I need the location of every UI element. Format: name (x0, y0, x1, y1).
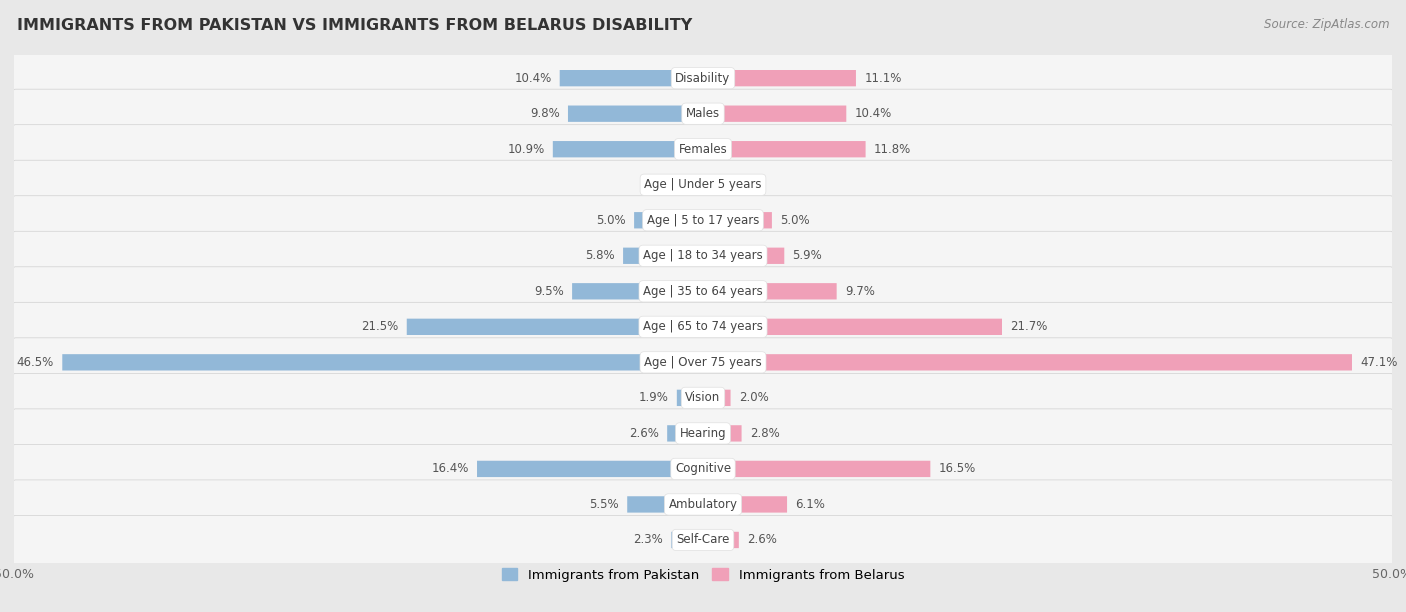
FancyBboxPatch shape (668, 425, 703, 441)
FancyBboxPatch shape (62, 354, 703, 370)
FancyBboxPatch shape (703, 425, 741, 441)
FancyBboxPatch shape (11, 373, 1395, 422)
FancyBboxPatch shape (627, 496, 703, 513)
Text: 9.7%: 9.7% (845, 285, 875, 298)
Text: Age | Under 5 years: Age | Under 5 years (644, 178, 762, 191)
FancyBboxPatch shape (11, 302, 1395, 351)
FancyBboxPatch shape (11, 338, 1395, 387)
FancyBboxPatch shape (553, 141, 703, 157)
Text: 5.8%: 5.8% (585, 249, 614, 263)
FancyBboxPatch shape (572, 283, 703, 299)
Text: 10.4%: 10.4% (515, 72, 551, 84)
Text: 1.1%: 1.1% (650, 178, 679, 191)
Text: IMMIGRANTS FROM PAKISTAN VS IMMIGRANTS FROM BELARUS DISABILITY: IMMIGRANTS FROM PAKISTAN VS IMMIGRANTS F… (17, 18, 692, 34)
Text: 10.9%: 10.9% (508, 143, 544, 155)
FancyBboxPatch shape (11, 231, 1395, 280)
Text: Self-Care: Self-Care (676, 534, 730, 547)
FancyBboxPatch shape (560, 70, 703, 86)
FancyBboxPatch shape (11, 89, 1395, 138)
FancyBboxPatch shape (703, 496, 787, 513)
Text: Disability: Disability (675, 72, 731, 84)
FancyBboxPatch shape (703, 212, 772, 228)
FancyBboxPatch shape (703, 177, 717, 193)
Text: 16.5%: 16.5% (939, 463, 976, 476)
Text: 1.9%: 1.9% (638, 391, 669, 405)
Text: 2.6%: 2.6% (747, 534, 778, 547)
Text: Age | 5 to 17 years: Age | 5 to 17 years (647, 214, 759, 227)
Text: Ambulatory: Ambulatory (668, 498, 738, 511)
FancyBboxPatch shape (11, 160, 1395, 209)
FancyBboxPatch shape (703, 141, 866, 157)
FancyBboxPatch shape (703, 354, 1353, 370)
Text: Vision: Vision (685, 391, 721, 405)
Legend: Immigrants from Pakistan, Immigrants from Belarus: Immigrants from Pakistan, Immigrants fro… (496, 563, 910, 587)
Text: 5.9%: 5.9% (793, 249, 823, 263)
Text: 5.5%: 5.5% (589, 498, 619, 511)
Text: 9.8%: 9.8% (530, 107, 560, 120)
Text: 10.4%: 10.4% (855, 107, 891, 120)
FancyBboxPatch shape (671, 532, 703, 548)
Text: 9.5%: 9.5% (534, 285, 564, 298)
Text: 5.0%: 5.0% (596, 214, 626, 227)
Text: Age | 65 to 74 years: Age | 65 to 74 years (643, 320, 763, 334)
FancyBboxPatch shape (11, 267, 1395, 316)
Text: Hearing: Hearing (679, 427, 727, 440)
FancyBboxPatch shape (11, 196, 1395, 245)
Text: 2.8%: 2.8% (749, 427, 779, 440)
Text: Age | Over 75 years: Age | Over 75 years (644, 356, 762, 369)
FancyBboxPatch shape (703, 390, 731, 406)
Text: Age | 18 to 34 years: Age | 18 to 34 years (643, 249, 763, 263)
Text: 46.5%: 46.5% (17, 356, 53, 369)
FancyBboxPatch shape (676, 390, 703, 406)
FancyBboxPatch shape (477, 461, 703, 477)
Text: 6.1%: 6.1% (796, 498, 825, 511)
Text: 47.1%: 47.1% (1360, 356, 1398, 369)
Text: 2.3%: 2.3% (633, 534, 664, 547)
Text: 21.7%: 21.7% (1011, 320, 1047, 334)
FancyBboxPatch shape (703, 461, 931, 477)
Text: Source: ZipAtlas.com: Source: ZipAtlas.com (1264, 18, 1389, 31)
FancyBboxPatch shape (11, 480, 1395, 529)
Text: 16.4%: 16.4% (432, 463, 468, 476)
Text: 2.0%: 2.0% (738, 391, 769, 405)
FancyBboxPatch shape (568, 105, 703, 122)
FancyBboxPatch shape (11, 125, 1395, 174)
FancyBboxPatch shape (703, 105, 846, 122)
Text: 1.0%: 1.0% (725, 178, 755, 191)
FancyBboxPatch shape (11, 54, 1395, 103)
Text: 2.6%: 2.6% (628, 427, 659, 440)
FancyBboxPatch shape (703, 283, 837, 299)
FancyBboxPatch shape (406, 319, 703, 335)
FancyBboxPatch shape (11, 515, 1395, 564)
FancyBboxPatch shape (703, 532, 738, 548)
FancyBboxPatch shape (11, 409, 1395, 458)
Text: Age | 35 to 64 years: Age | 35 to 64 years (643, 285, 763, 298)
FancyBboxPatch shape (703, 70, 856, 86)
FancyBboxPatch shape (703, 248, 785, 264)
Text: 21.5%: 21.5% (361, 320, 398, 334)
FancyBboxPatch shape (688, 177, 703, 193)
Text: Males: Males (686, 107, 720, 120)
FancyBboxPatch shape (634, 212, 703, 228)
Text: Females: Females (679, 143, 727, 155)
Text: 11.8%: 11.8% (875, 143, 911, 155)
Text: 11.1%: 11.1% (865, 72, 901, 84)
FancyBboxPatch shape (623, 248, 703, 264)
FancyBboxPatch shape (11, 444, 1395, 493)
FancyBboxPatch shape (703, 319, 1002, 335)
Text: Cognitive: Cognitive (675, 463, 731, 476)
Text: 5.0%: 5.0% (780, 214, 810, 227)
